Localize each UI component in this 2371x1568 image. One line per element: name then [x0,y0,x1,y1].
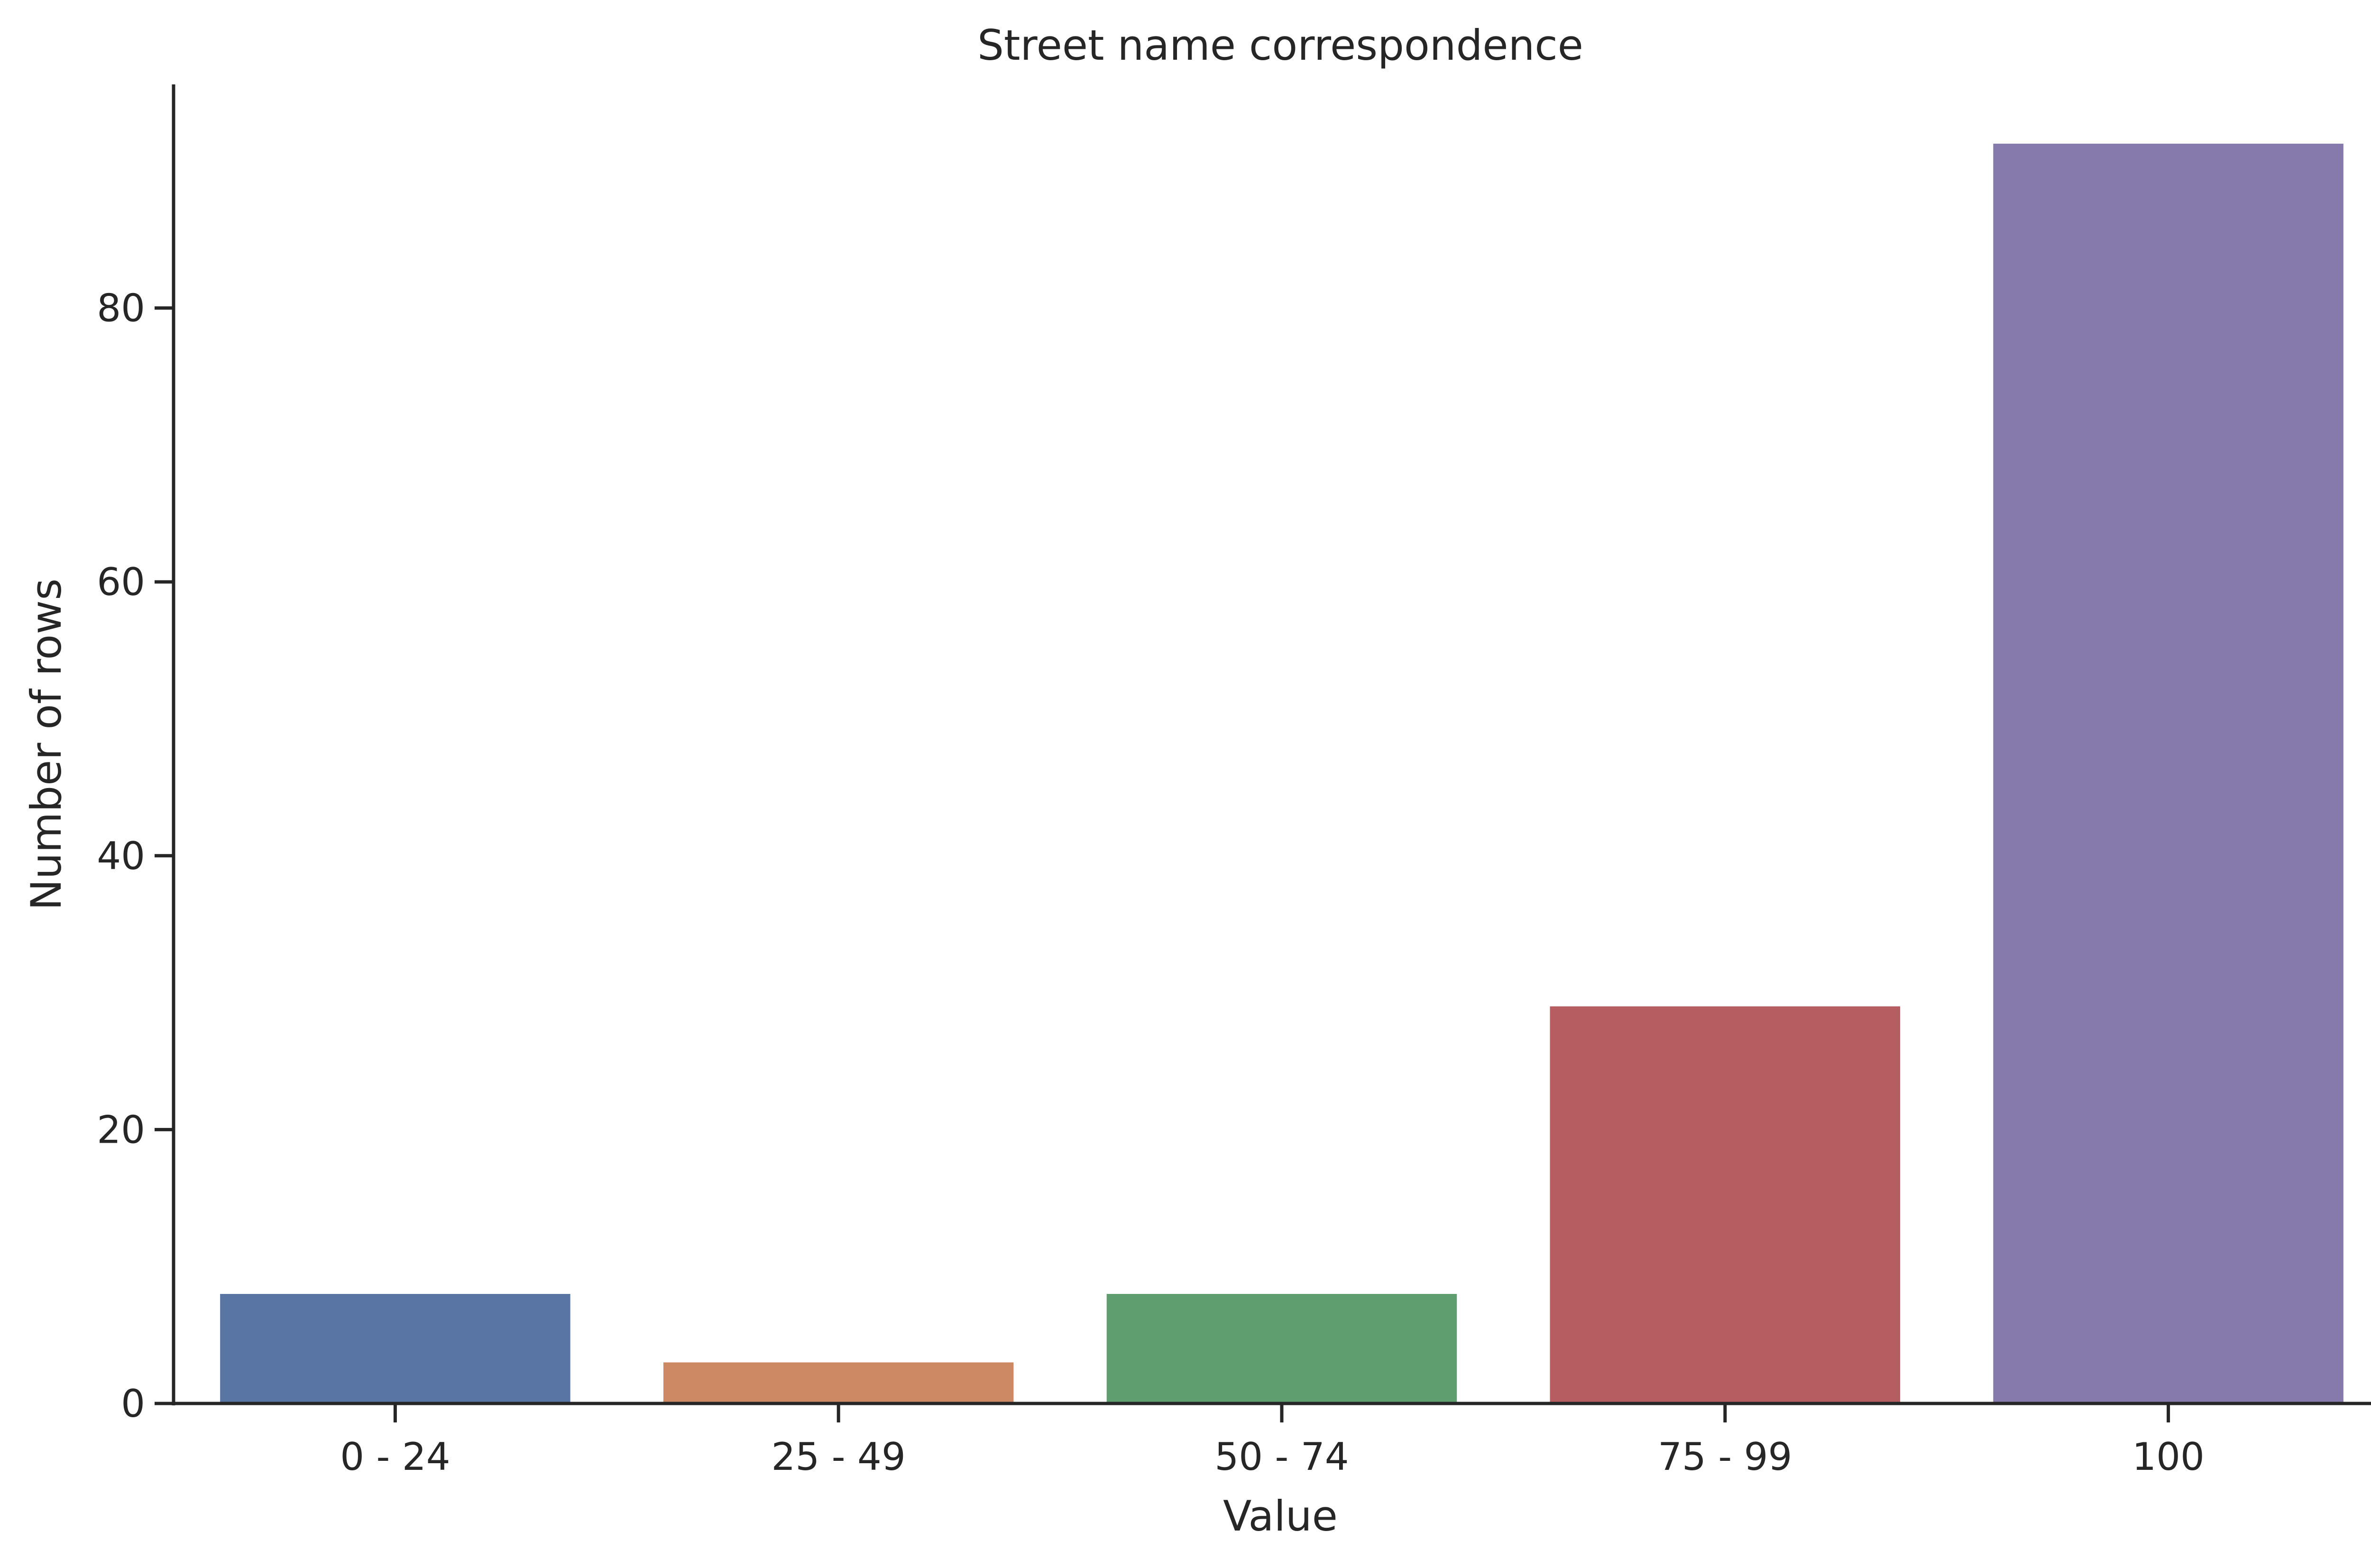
bar-3 [1106,1293,1457,1403]
bar-2 [663,1362,1014,1403]
x-tick-label-5: 100 [2132,1435,2205,1479]
y-tick-label-0: 0 [121,1382,145,1426]
x-axis-label: Value [1223,1492,1338,1540]
y-tick-label-80: 80 [97,286,145,330]
x-tick-label-3: 50 - 74 [1214,1435,1349,1479]
y-tick-label-20: 20 [97,1108,145,1152]
y-tick-label-60: 60 [97,560,145,604]
y-axis-label: Number of rows [22,578,71,910]
bar-1 [220,1293,570,1403]
x-tick-label-4: 75 - 99 [1658,1435,1792,1479]
x-tick-label-2: 25 - 49 [772,1435,906,1479]
bar-5 [1993,144,2343,1403]
bar-4 [1550,1006,1901,1403]
x-tick-label-1: 0 - 24 [340,1435,450,1479]
chart-title: Street name correspondence [977,21,1583,70]
y-tick-label-40: 40 [97,834,145,878]
plot-area: 0 20 40 60 80 0 - 24 25 - 49 50 - 74 75 - 99 100 [97,84,2371,1479]
